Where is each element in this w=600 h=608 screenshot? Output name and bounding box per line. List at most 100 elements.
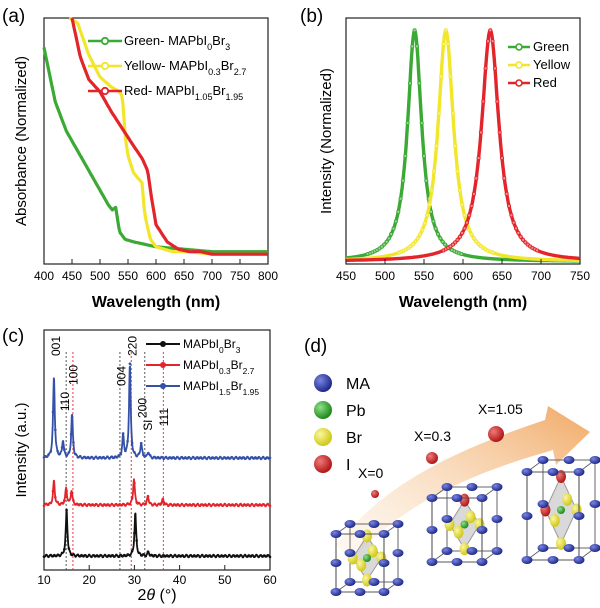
ma-molecule (537, 500, 549, 508)
pl-intensity-chart: 450 500 550 600 650 700 750 Green Yellow Red Wav… (318, 17, 590, 311)
data-point (239, 502, 242, 506)
data-point (110, 554, 114, 557)
data-point (462, 213, 467, 218)
iodine-size-marker (488, 426, 504, 442)
data-point (115, 553, 118, 557)
data-point (389, 232, 394, 237)
data-point (158, 553, 161, 557)
data-point (209, 555, 213, 558)
data-point (139, 554, 143, 557)
data-point (51, 489, 55, 493)
legend-b: Green Yellow Red (508, 39, 571, 90)
data-point (462, 226, 467, 231)
data-point (234, 554, 238, 558)
data-point (266, 554, 270, 557)
composition-label: X=1.05 (478, 401, 523, 417)
data-point (417, 81, 422, 86)
legend-label: Yellow (533, 57, 571, 72)
ma-molecule (392, 520, 404, 528)
data-point (158, 456, 161, 460)
data-point (108, 457, 111, 460)
data-point (51, 410, 55, 414)
data-point (94, 502, 98, 506)
data-point (185, 503, 188, 506)
data-point (490, 250, 495, 255)
data-point (424, 178, 429, 183)
data-point (167, 504, 170, 508)
data-point (182, 456, 186, 460)
data-point (268, 504, 272, 508)
data-point (139, 441, 143, 445)
data-point (63, 548, 66, 551)
data-point (92, 504, 95, 507)
data-point (223, 456, 227, 459)
data-point (60, 551, 64, 555)
data-point (54, 428, 57, 432)
data-point (74, 452, 77, 456)
data-point (393, 219, 398, 224)
data-point (400, 178, 405, 183)
legend-marker (160, 383, 166, 389)
ma-molecule (368, 520, 380, 528)
x-tick-label: 450 (336, 269, 356, 283)
data-point (412, 28, 417, 33)
data-point (65, 454, 68, 458)
data-point (187, 555, 190, 559)
data-point (214, 456, 218, 459)
data-point (119, 452, 123, 456)
ylabel-c: Intensity (a.u.) (13, 402, 30, 497)
data-point (415, 236, 420, 241)
data-point (144, 454, 147, 458)
data-point (194, 504, 197, 508)
legend-atom-br (314, 428, 332, 446)
data-point (205, 504, 208, 507)
data-point (121, 502, 125, 506)
data-point (187, 456, 190, 459)
data-point (194, 457, 197, 461)
data-point (438, 236, 443, 241)
data-point (221, 504, 224, 508)
data-point (248, 554, 251, 558)
legend-atom-label: Pb (346, 403, 366, 420)
xlabel-b: Wavelength (nm) (399, 294, 527, 311)
data-point (403, 153, 408, 159)
data-point (117, 454, 120, 457)
data-point (228, 503, 231, 506)
data-point (103, 553, 107, 557)
ticks-group-b: 450 500 550 600 650 700 750 (336, 259, 590, 283)
series-group-a (42, 16, 269, 256)
data-point (180, 554, 184, 557)
data-point (241, 504, 245, 507)
data-point (219, 503, 222, 506)
data-point (257, 503, 261, 507)
data-point (167, 555, 170, 558)
data-point (221, 554, 224, 558)
data-point (56, 500, 59, 504)
data-point (228, 553, 231, 557)
data-point (155, 456, 159, 460)
legend-label: MAPbI0.3Br2.7 (183, 358, 255, 376)
data-point (162, 457, 166, 461)
data-point (196, 456, 199, 459)
data-point (443, 242, 448, 247)
data-point (108, 554, 111, 557)
lead-atom (460, 520, 469, 529)
data-point (216, 503, 220, 507)
data-point (144, 502, 147, 506)
data-point (189, 503, 193, 507)
data-point (121, 432, 125, 435)
data-point (60, 501, 64, 505)
data-point (460, 202, 465, 207)
data-point (261, 554, 265, 558)
data-point (234, 455, 238, 459)
data-point (246, 555, 249, 558)
ma-molecule (573, 556, 585, 564)
data-point (425, 213, 430, 218)
data-point (261, 455, 265, 459)
data-point (58, 554, 62, 558)
data-point (257, 456, 261, 459)
data-point (106, 555, 109, 558)
data-point (446, 41, 451, 46)
ma-molecule (563, 544, 575, 552)
series-line-yellow (68, 16, 268, 256)
